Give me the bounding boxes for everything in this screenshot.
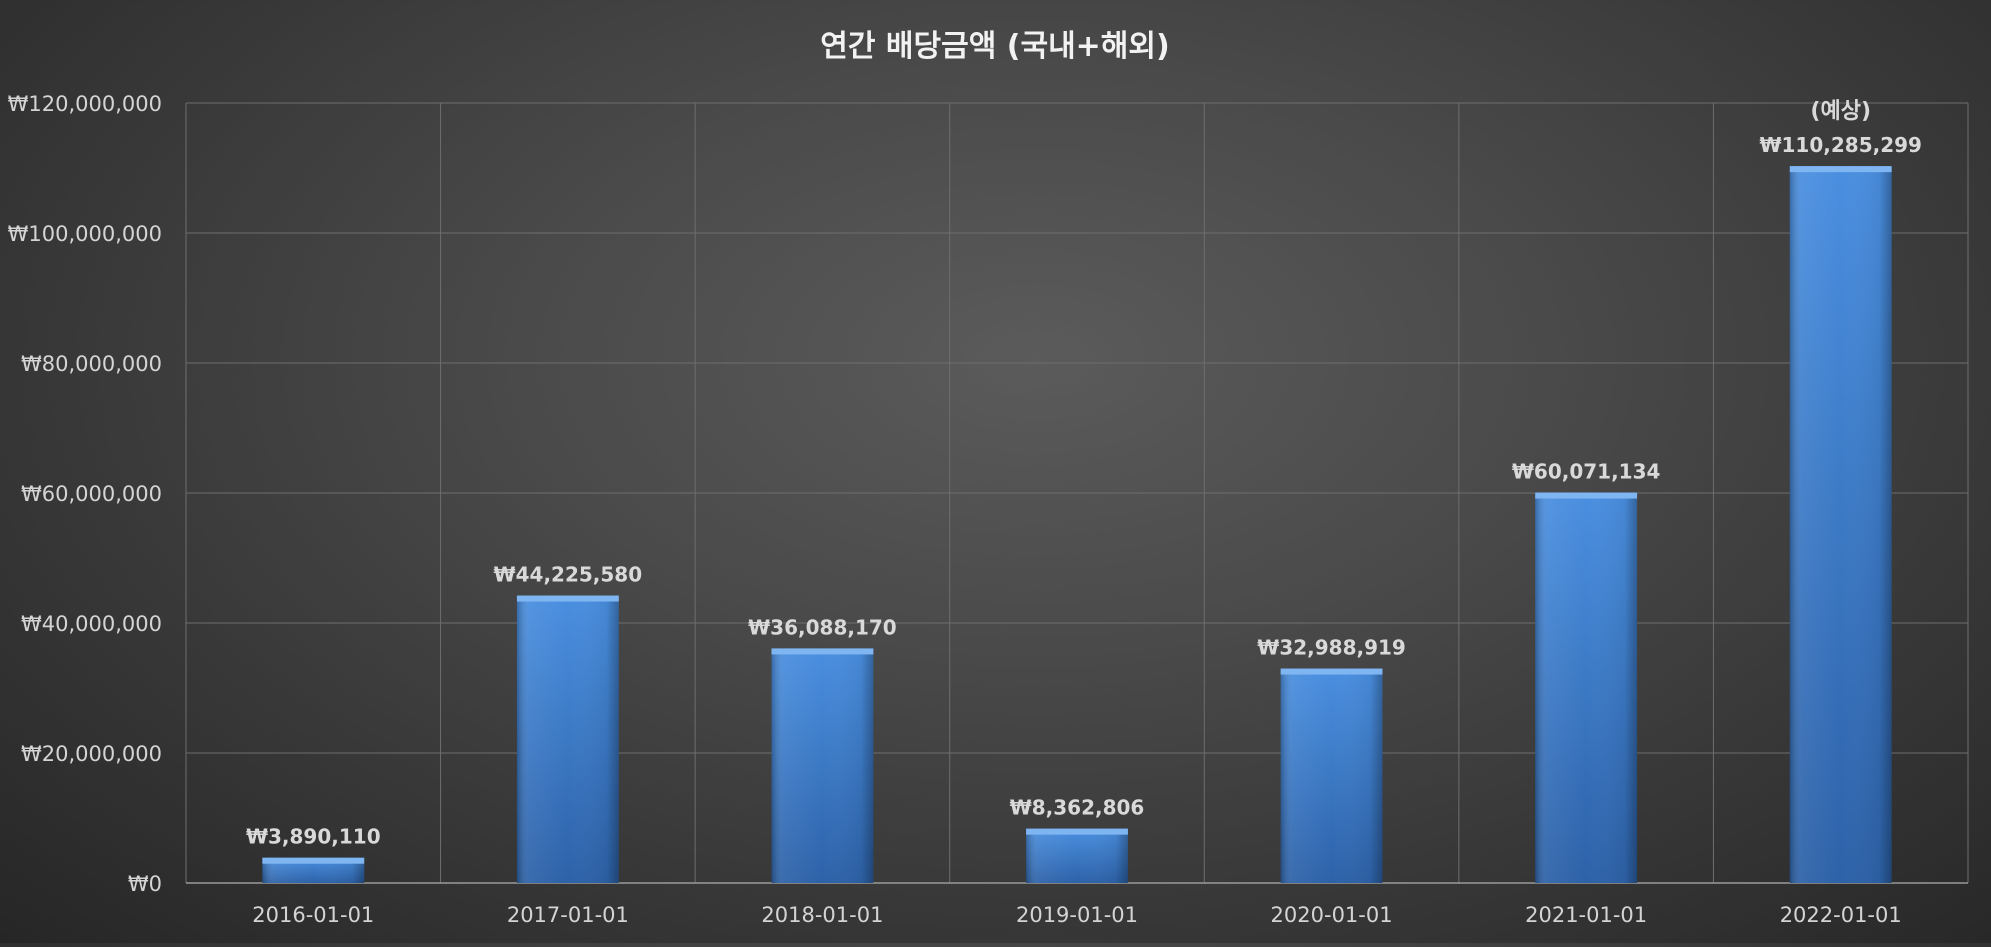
- bar-shading: [1026, 828, 1128, 883]
- bars-layer: [262, 166, 1892, 883]
- x-tick-label: 2019-01-01: [1016, 903, 1138, 927]
- y-tick-label: ₩20,000,000: [21, 742, 162, 766]
- y-tick-label: ₩120,000,000: [8, 92, 162, 116]
- x-tick-label: 2022-01-01: [1780, 903, 1902, 927]
- data-labels-layer: ₩3,890,110 ₩44,225,580 ₩36,088,170 ₩8,362,8…: [246, 99, 1922, 849]
- x-tick-label: 2020-01-01: [1271, 903, 1393, 927]
- y-tick-label: ₩60,000,000: [21, 482, 162, 506]
- x-tick-label: 2016-01-01: [252, 903, 374, 927]
- data-label: ₩44,225,580: [494, 563, 643, 587]
- bar-cap: [1280, 668, 1383, 675]
- bar-shading: [771, 648, 874, 883]
- bar-cap: [1026, 828, 1128, 835]
- x-tick-label: 2017-01-01: [507, 903, 629, 927]
- bar-shading: [1789, 166, 1892, 883]
- grid-layer: [185, 102, 1969, 883]
- bar-shading: [1535, 492, 1638, 883]
- data-label: ₩110,285,299: [1759, 133, 1922, 157]
- data-label: ₩60,071,134: [1512, 460, 1661, 484]
- x-tick-label: 2018-01-01: [761, 903, 883, 927]
- data-label: ₩8,362,806: [1010, 796, 1145, 820]
- data-label: ₩3,890,110: [246, 825, 381, 849]
- bar-cap: [771, 648, 874, 655]
- y-tick-label: ₩80,000,000: [21, 352, 162, 376]
- bar-shading: [516, 595, 619, 883]
- y-axis: ₩0 ₩20,000,000 ₩40,000,000 ₩60,000,000 ₩80,0…: [8, 92, 162, 896]
- forecast-annotation: (예상): [1810, 99, 1871, 124]
- bar-cap: [1789, 166, 1892, 173]
- bar-shading: [1280, 668, 1383, 883]
- chart-title: 연간 배당금액 (국내+해외): [820, 29, 1169, 64]
- bar-cap: [1535, 492, 1638, 499]
- bar-cap: [516, 595, 619, 602]
- y-tick-label: ₩40,000,000: [21, 612, 162, 636]
- bar-cap: [262, 857, 365, 864]
- data-label: ₩36,088,170: [748, 615, 897, 639]
- data-label: ₩32,988,919: [1257, 636, 1406, 660]
- y-tick-label: ₩100,000,000: [8, 222, 162, 246]
- x-tick-label: 2021-01-01: [1525, 903, 1647, 927]
- y-tick-label: ₩0: [128, 872, 162, 896]
- x-axis: 2016-01-01 2017-01-01 2018-01-01 2019-01-01…: [186, 882, 1968, 927]
